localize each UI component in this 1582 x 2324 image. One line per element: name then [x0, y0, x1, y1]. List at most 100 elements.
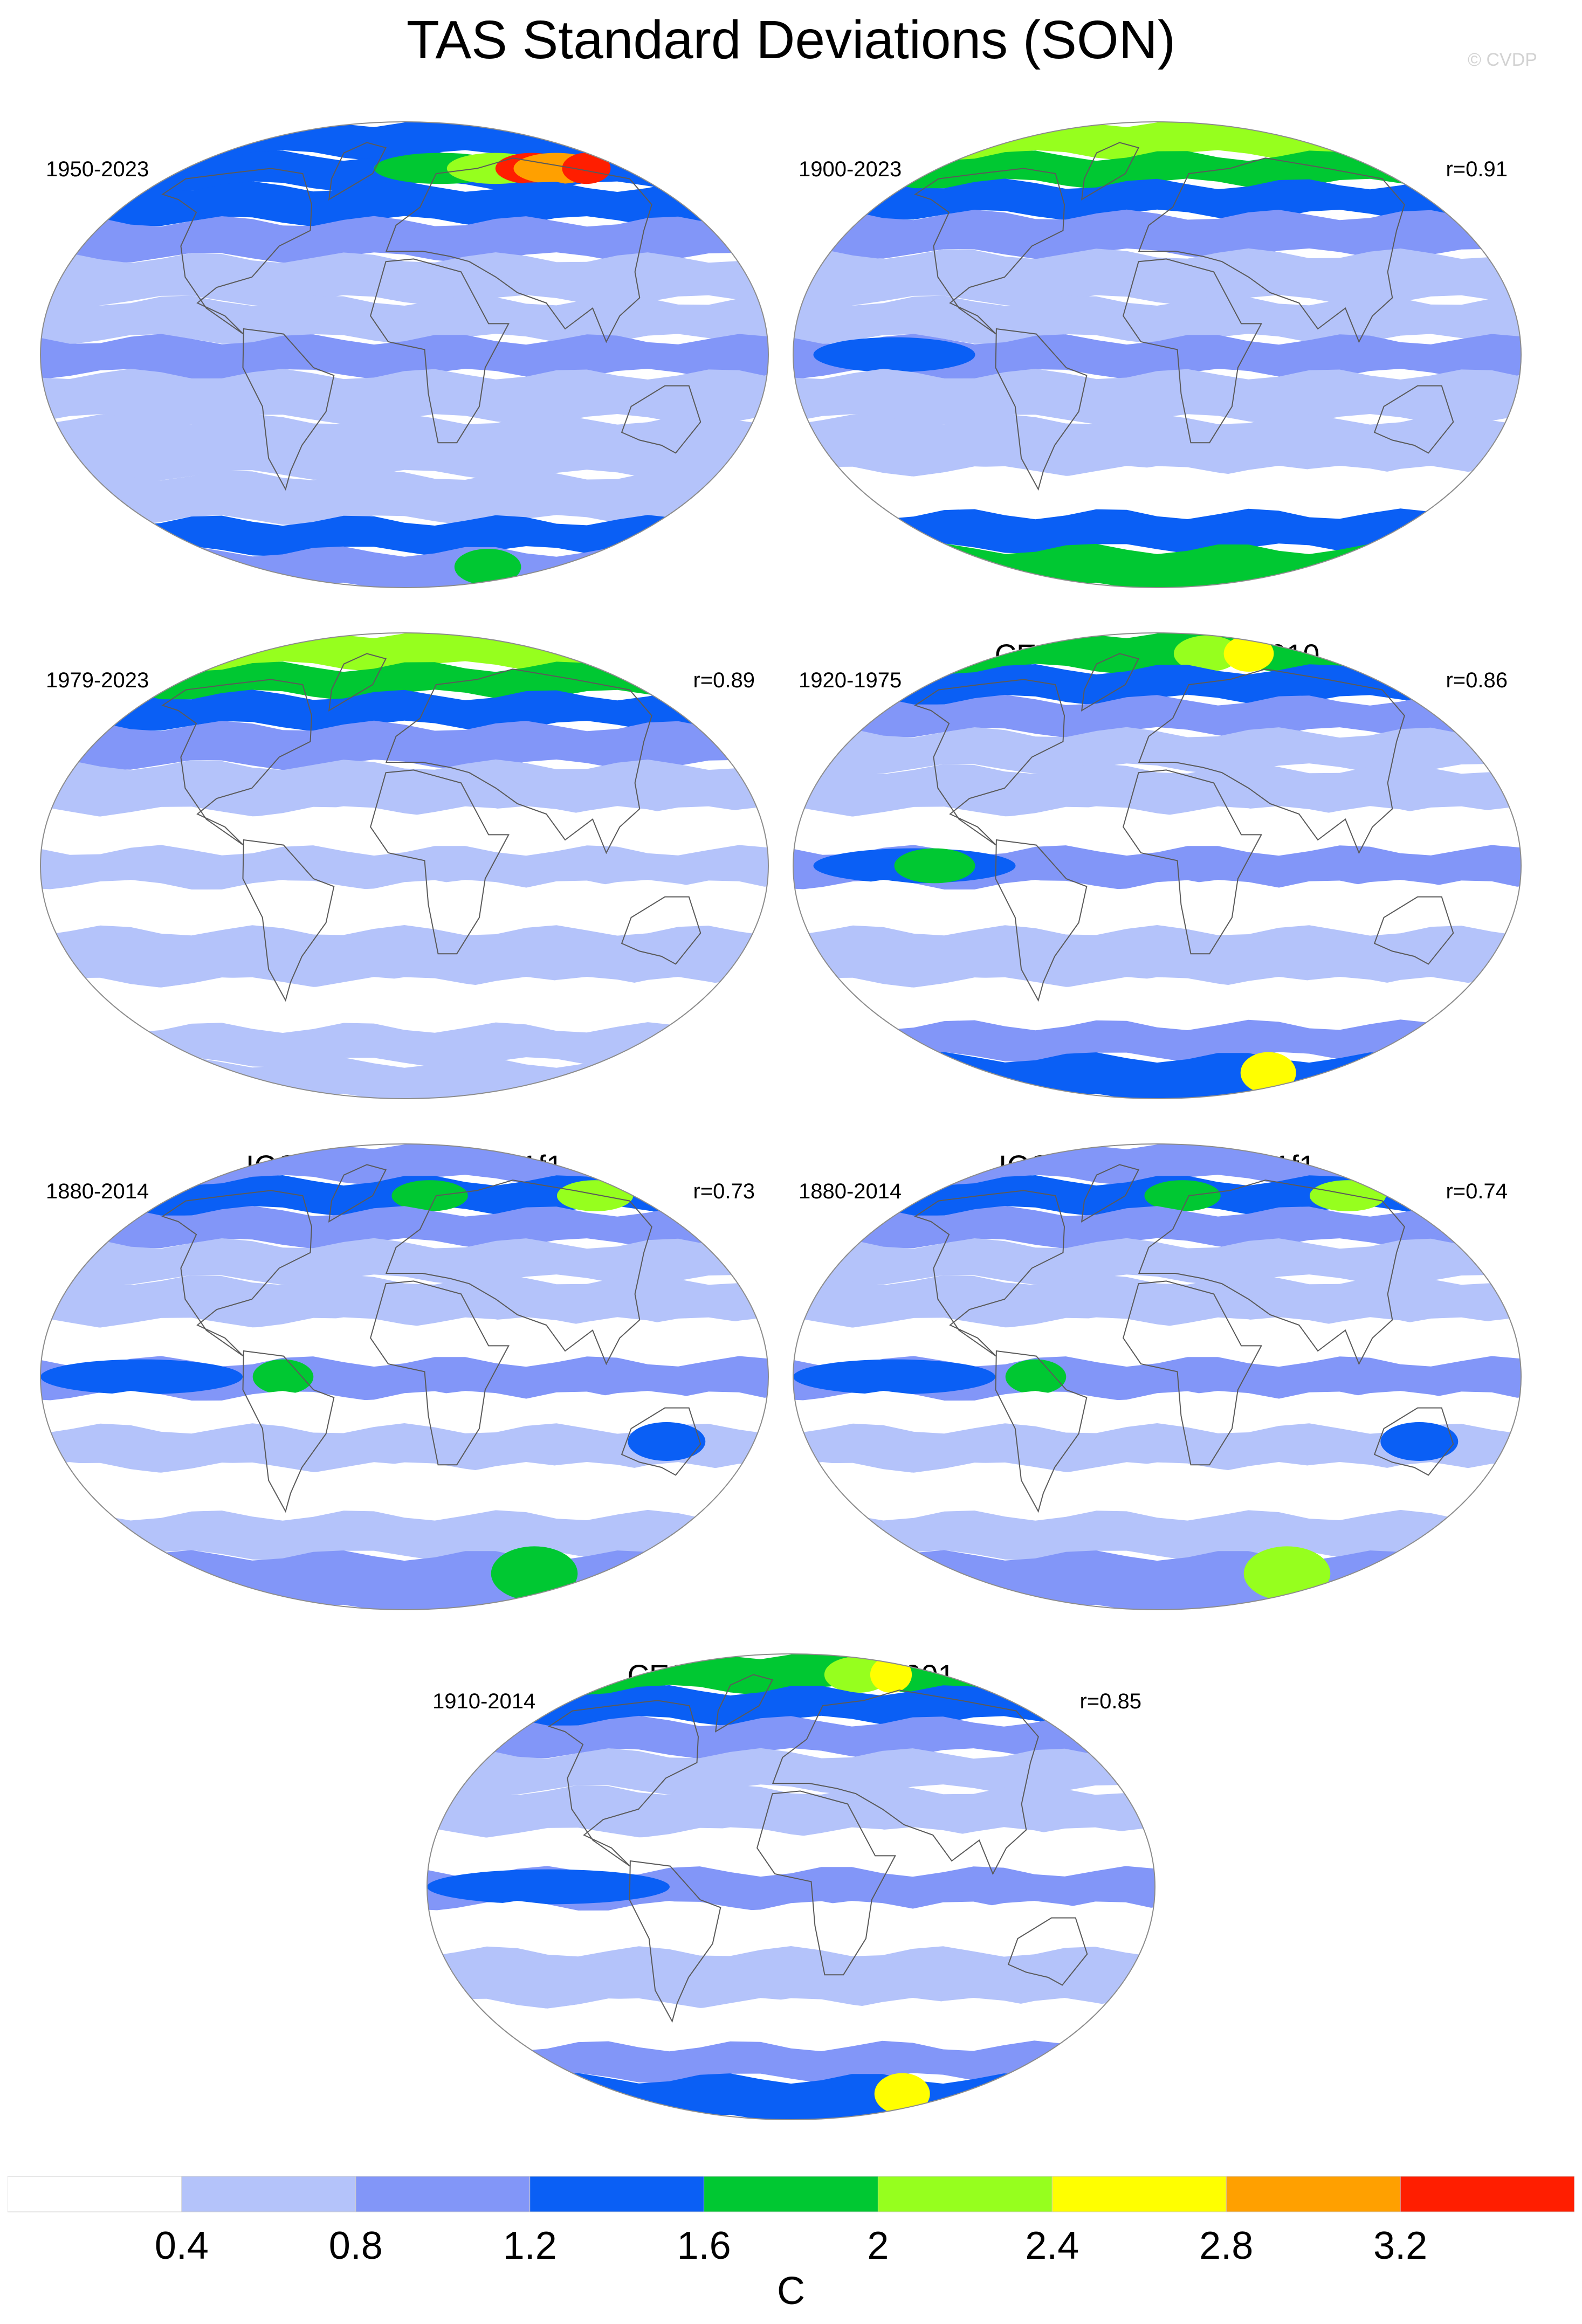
coastline [1138, 157, 1405, 343]
contour-band [793, 414, 1521, 477]
map-outline [40, 121, 769, 588]
contour-patch [870, 1656, 912, 1693]
contour-patch [1243, 1546, 1331, 1601]
coastline [772, 1689, 1039, 1875]
contour-patch [793, 1359, 995, 1395]
contour-band [40, 181, 768, 227]
contour-band [793, 209, 1521, 259]
coastline [1373, 1407, 1454, 1476]
coastline [385, 668, 652, 854]
contour-patch [1144, 1180, 1221, 1211]
contour-band [40, 977, 768, 1033]
contour-band [40, 1022, 768, 1068]
panel-years: 1920-1975 [799, 668, 902, 692]
contour-patch [427, 1869, 670, 1905]
contour-band [793, 763, 1521, 817]
contour-band [40, 1205, 768, 1249]
coastline [161, 679, 313, 846]
robinson-map [793, 1143, 1522, 1610]
contour-band [427, 1715, 1155, 1759]
coastline [1123, 258, 1262, 444]
contour-band [793, 369, 1521, 425]
contour-band [793, 334, 1521, 380]
robinson-map [427, 1653, 1155, 2120]
contour-band [793, 1317, 1521, 1367]
map-outline [40, 632, 769, 1099]
colorbar-tick-label: 2.4 [1025, 2224, 1079, 2267]
coastline [161, 1190, 313, 1357]
colorbar-swatch [529, 2176, 705, 2212]
contour-patch [1173, 635, 1241, 672]
contour-patch [894, 848, 975, 884]
contour-band [40, 334, 768, 380]
contour-band [40, 1391, 768, 1434]
contour-band [793, 1205, 1521, 1249]
contour-band [793, 150, 1521, 190]
coastline [621, 1407, 701, 1476]
panel-correlation: r=0.85 [1079, 1689, 1141, 1713]
coastline [1138, 1180, 1405, 1366]
robinson-map [793, 632, 1522, 1099]
contour-patch [562, 153, 611, 184]
contour-band [427, 1784, 1155, 1838]
contour-patch [813, 337, 975, 373]
coastline [621, 896, 701, 965]
contour-band [40, 661, 768, 701]
contour-band [40, 845, 768, 891]
contour-band [427, 1827, 1155, 1877]
coastline [370, 258, 510, 444]
colorbar-tick-label: 0.4 [154, 2224, 209, 2267]
colorbar-swatch [1051, 2176, 1227, 2212]
coastline [995, 1350, 1088, 1513]
contour-band [40, 880, 768, 936]
coastline [328, 653, 387, 712]
coastline [1373, 896, 1454, 965]
coastline [328, 1164, 387, 1223]
contour-patch [1240, 1052, 1296, 1094]
coastline [629, 1860, 721, 2023]
coastline [1081, 1164, 1140, 1223]
contour-band [40, 925, 768, 988]
panel-years: 1900-2023 [799, 157, 902, 181]
contour-patch [1005, 1359, 1067, 1395]
contour-band [427, 1685, 1155, 1727]
map-outline [793, 1143, 1522, 1610]
colorbar-swatch [355, 2176, 531, 2212]
colorbar-swatch [8, 2176, 182, 2212]
contour-band [793, 1462, 1521, 1521]
panel-correlation: r=0.89 [693, 668, 755, 692]
colorbar-tick-label: 3.2 [1373, 2224, 1428, 2267]
colorbar-swatch [877, 2176, 1053, 2212]
coastline [328, 142, 387, 201]
contour-band [793, 1391, 1521, 1434]
contour-band [427, 1946, 1155, 2009]
contour-patch [40, 1359, 243, 1395]
contour-band [40, 720, 768, 770]
coastline [914, 1190, 1065, 1357]
coastline [385, 1180, 652, 1366]
map-outline [793, 121, 1522, 588]
robinson-map [40, 121, 769, 588]
contour-band [793, 806, 1521, 856]
colorbar-swatch [704, 2176, 878, 2212]
colorbar-unit: C [777, 2270, 805, 2313]
panel-correlation: r=0.73 [693, 1180, 755, 1203]
contour-patch [391, 1180, 468, 1211]
panel-correlation: r=0.74 [1446, 1180, 1508, 1203]
contour-band [793, 1509, 1521, 1561]
coastline [714, 1674, 774, 1733]
contour-band [40, 1423, 768, 1473]
coastline [1081, 142, 1140, 201]
panel-years: 1910-2014 [432, 1689, 536, 1713]
contour-patch [874, 2073, 930, 2115]
contour-patch [491, 1546, 578, 1601]
contour-band [427, 1901, 1155, 1957]
robinson-map [40, 632, 769, 1099]
contour-band [40, 1317, 768, 1367]
panel-years: 1979-2023 [46, 668, 149, 692]
coastline [914, 679, 1065, 846]
contour-patch [252, 1359, 314, 1395]
contour-band [40, 252, 768, 306]
map-outline [427, 1653, 1155, 2120]
colorbar [8, 2176, 1574, 2212]
